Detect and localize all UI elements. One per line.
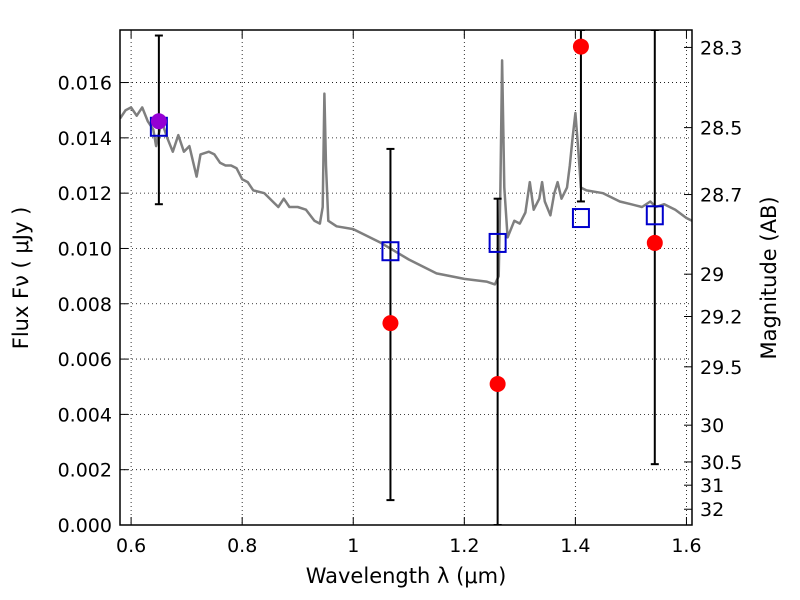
y-tick-label: 0.012 (58, 183, 112, 205)
mag-tick-label: 31 (700, 475, 724, 497)
y-tick-label: 0.004 (58, 404, 112, 426)
y-tick-label: 0.010 (58, 238, 112, 260)
data-point-circle (150, 113, 167, 130)
model-point-square (488, 232, 507, 253)
mag-tick-label: 32 (700, 499, 724, 521)
mag-tick-label: 30 (700, 415, 724, 437)
mag-tick-label: 30.5 (700, 452, 742, 474)
magnitude-axis-label: Magnitude (AB) (757, 196, 781, 359)
y-tick-label: 0.008 (58, 294, 112, 316)
data-point-circle (489, 375, 506, 392)
x-tick-label: 0.6 (116, 535, 146, 557)
x-tick-label: 0.8 (227, 535, 257, 557)
data-point-circle (572, 38, 589, 55)
y-tick-label: 0.000 (58, 515, 112, 537)
mag-tick-label: 28.5 (700, 118, 742, 140)
model-point-square (645, 205, 664, 226)
x-tick-label: 1.6 (671, 535, 701, 557)
y-tick-label: 0.016 (58, 73, 112, 95)
y-tick-label: 0.002 (58, 460, 112, 482)
spectrum-line (120, 59, 692, 286)
model-point-square (381, 241, 400, 262)
y-axis-label: Flux Fν ( μJy ) (9, 207, 33, 350)
plot-area (120, 30, 692, 525)
mag-tick-label: 29 (700, 264, 724, 286)
mag-tick-label: 28.7 (700, 185, 742, 207)
x-tick-label: 1.2 (449, 535, 479, 557)
plot-frame (119, 29, 693, 526)
mag-tick-label: 29.5 (700, 357, 742, 379)
y-tick-label: 0.006 (58, 349, 112, 371)
axes: 0.6 0.8 1 1.2 1.4 1.6 0.000 0.002 0.004 0.006 0.00… (58, 29, 742, 557)
x-tick-label: 1 (347, 535, 359, 557)
x-tick-label: 1.4 (560, 535, 590, 557)
data-point-circle (646, 234, 663, 251)
data-point-circle (382, 315, 399, 332)
x-axis-label: Wavelength λ (μm) (306, 564, 507, 588)
mag-tick-label: 28.3 (700, 37, 742, 59)
y-tick-label: 0.014 (58, 128, 112, 150)
mag-tick-label: 29.2 (700, 306, 742, 328)
grid (120, 30, 692, 526)
model-point-square (571, 208, 590, 229)
